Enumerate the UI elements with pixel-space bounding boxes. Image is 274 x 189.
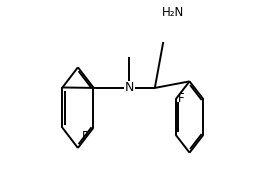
Text: N: N bbox=[125, 81, 134, 94]
Text: H₂N: H₂N bbox=[162, 5, 185, 19]
Text: F: F bbox=[82, 130, 89, 143]
Text: F: F bbox=[178, 92, 185, 105]
